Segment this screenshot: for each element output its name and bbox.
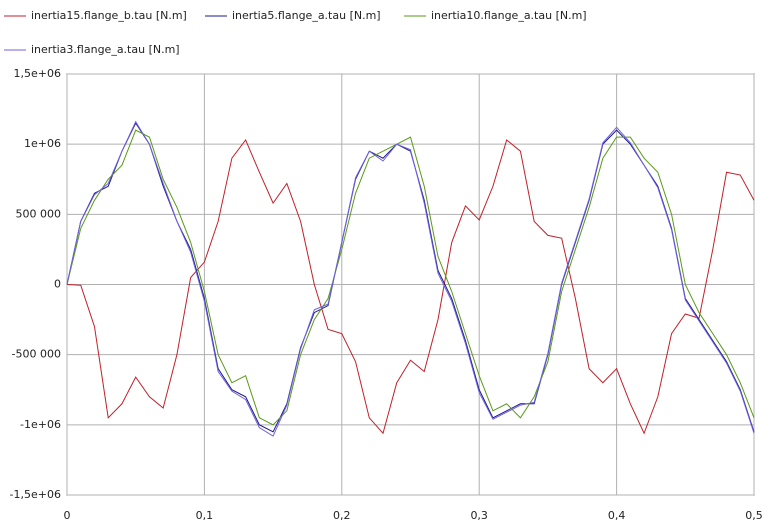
- x-tick-label: 0,3: [470, 509, 488, 522]
- y-tick-label: -500 000: [12, 348, 61, 361]
- series-line: [66, 122, 755, 433]
- series-line: [66, 120, 755, 437]
- y-tick-label: 0: [54, 278, 61, 291]
- y-tick-label: -1e+06: [20, 418, 61, 431]
- legend-label: inertia15.flange_b.tau [N.m]: [31, 9, 187, 22]
- legend-label: inertia10.flange_a.tau [N.m]: [431, 9, 587, 22]
- x-tick-label: 0,1: [196, 509, 214, 522]
- x-tick-label: 0,4: [608, 509, 626, 522]
- y-tick-label: 1e+06: [24, 137, 61, 150]
- x-tick-label: 0,2: [333, 509, 351, 522]
- legend-label: inertia5.flange_a.tau [N.m]: [232, 9, 381, 22]
- series-line: [66, 129, 755, 426]
- y-tick-label: 1,5e+06: [14, 67, 61, 80]
- legend-label: inertia3.flange_a.tau [N.m]: [31, 43, 180, 56]
- y-tick-label: -1,5e+06: [10, 488, 61, 501]
- x-tick-label: 0: [64, 509, 71, 522]
- series-line: [66, 138, 755, 435]
- x-tick-label: 0,5: [745, 509, 763, 522]
- y-tick-label: 500 000: [16, 207, 62, 220]
